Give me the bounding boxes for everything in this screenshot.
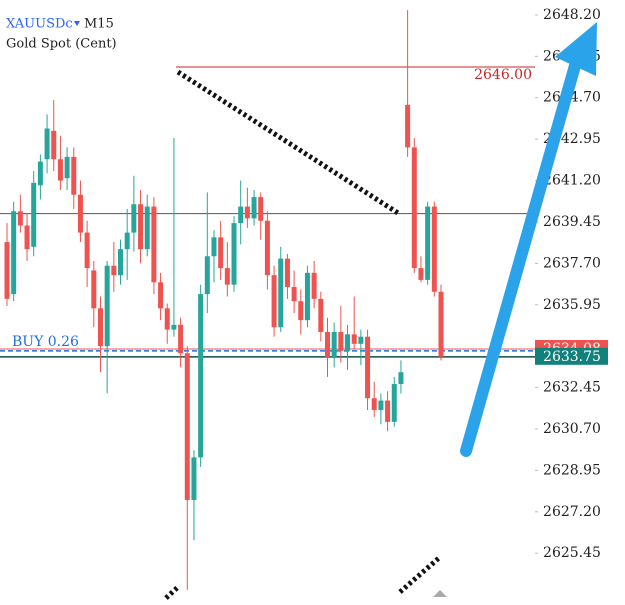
candle-body — [118, 249, 124, 276]
last-tag — [535, 347, 608, 365]
y-tick-label: 2632.45 — [543, 380, 601, 396]
candle-body — [405, 104, 411, 148]
candle-body — [251, 197, 257, 219]
symbol: XAUUSDc — [6, 17, 73, 32]
candle-body — [37, 161, 43, 186]
candle-body — [358, 336, 364, 344]
target-label: 2646.00 — [474, 67, 532, 83]
y-tick-label: 2639.45 — [543, 214, 601, 230]
candle-body — [345, 334, 351, 351]
candle-body — [258, 197, 264, 221]
arrow — [460, 22, 597, 457]
candle-body — [224, 268, 230, 285]
timeframe[interactable]: M15 — [84, 17, 114, 32]
candle-body — [431, 206, 437, 292]
candle-body — [211, 237, 217, 257]
candle-body — [291, 287, 297, 302]
arrow-shaft — [460, 56, 582, 457]
candle-body — [284, 258, 290, 288]
candle-body — [4, 242, 10, 299]
subtitle: Gold Spot (Cent) — [6, 37, 117, 52]
trendline-lower-right — [398, 555, 442, 594]
candle-body — [278, 258, 284, 328]
last-tag-label: 2633.75 — [543, 349, 601, 365]
trendline-upper — [176, 69, 400, 216]
y-tick-label: 2627.20 — [543, 504, 601, 520]
candle-body — [411, 147, 417, 269]
candle-body — [104, 265, 110, 347]
candle-body — [84, 232, 90, 269]
candles — [4, 10, 444, 590]
y-tick-label: 2630.70 — [543, 421, 601, 437]
candle-body — [378, 400, 384, 411]
candle-body — [97, 308, 103, 347]
candle-body — [311, 272, 317, 299]
candle-body — [351, 334, 357, 344]
candle-body — [365, 336, 371, 399]
candle-body — [144, 206, 150, 250]
y-tick-label: 2625.45 — [543, 545, 601, 561]
candle-body — [324, 331, 330, 358]
candle-body — [198, 294, 204, 458]
candle-body — [44, 128, 50, 160]
candle-body — [171, 324, 177, 330]
candle-body — [304, 272, 310, 321]
candle-body — [164, 308, 170, 330]
candle-body — [425, 206, 431, 280]
candle-body — [244, 206, 250, 219]
candle-body — [17, 211, 23, 226]
candle-body — [124, 232, 130, 250]
header: XAUUSDc M15 Gold Spot (Cent) — [6, 17, 117, 52]
candle-body — [131, 204, 137, 233]
candle-body — [331, 331, 337, 358]
candle-body — [64, 156, 70, 179]
candle-body — [178, 324, 184, 354]
candle-body — [158, 282, 164, 309]
y-tick-label: 2635.95 — [543, 297, 601, 313]
drawings — [164, 69, 442, 600]
candle-body — [138, 204, 144, 250]
order-label: BUY 0.26 — [12, 334, 79, 350]
scroll-marker — [433, 590, 447, 597]
candle-body — [191, 457, 197, 500]
candle-body — [264, 220, 270, 276]
y-tick-label: 2648.20 — [543, 7, 601, 23]
candle-body — [385, 400, 391, 422]
y-tick-label: 2628.95 — [543, 462, 601, 478]
y-tick-label: 2637.70 — [543, 255, 601, 271]
arrow-head — [555, 22, 597, 76]
candle-body — [184, 353, 190, 500]
candle-body — [318, 298, 324, 332]
candle-body — [71, 156, 77, 195]
candle-body — [391, 384, 397, 422]
candle-body — [238, 206, 244, 224]
candle-body — [231, 223, 237, 285]
candle-body — [111, 265, 117, 276]
price-tags: 2634.082633.75 — [535, 340, 608, 365]
trendline-lower-left — [164, 585, 180, 600]
candle-body — [77, 194, 83, 233]
candle-body — [338, 331, 344, 351]
candle-body — [218, 237, 224, 269]
candle-body — [398, 372, 404, 385]
candle-body — [91, 270, 97, 309]
candle-body — [298, 301, 304, 321]
candle-body — [51, 130, 57, 160]
candle-body — [11, 211, 17, 295]
candle-body — [204, 256, 210, 295]
candle-body — [24, 225, 30, 250]
y-tick-label: 2641.20 — [543, 173, 601, 189]
candle-body — [438, 291, 444, 357]
levels: 2646.00 BUY 0.26 — [0, 66, 535, 358]
dropdown-icon[interactable] — [74, 21, 80, 26]
candle-body — [151, 206, 157, 283]
candle-body — [57, 159, 63, 181]
candle-body — [271, 275, 277, 328]
candle-body — [418, 268, 424, 280]
candle-body — [31, 182, 37, 247]
candle-body — [371, 398, 377, 411]
